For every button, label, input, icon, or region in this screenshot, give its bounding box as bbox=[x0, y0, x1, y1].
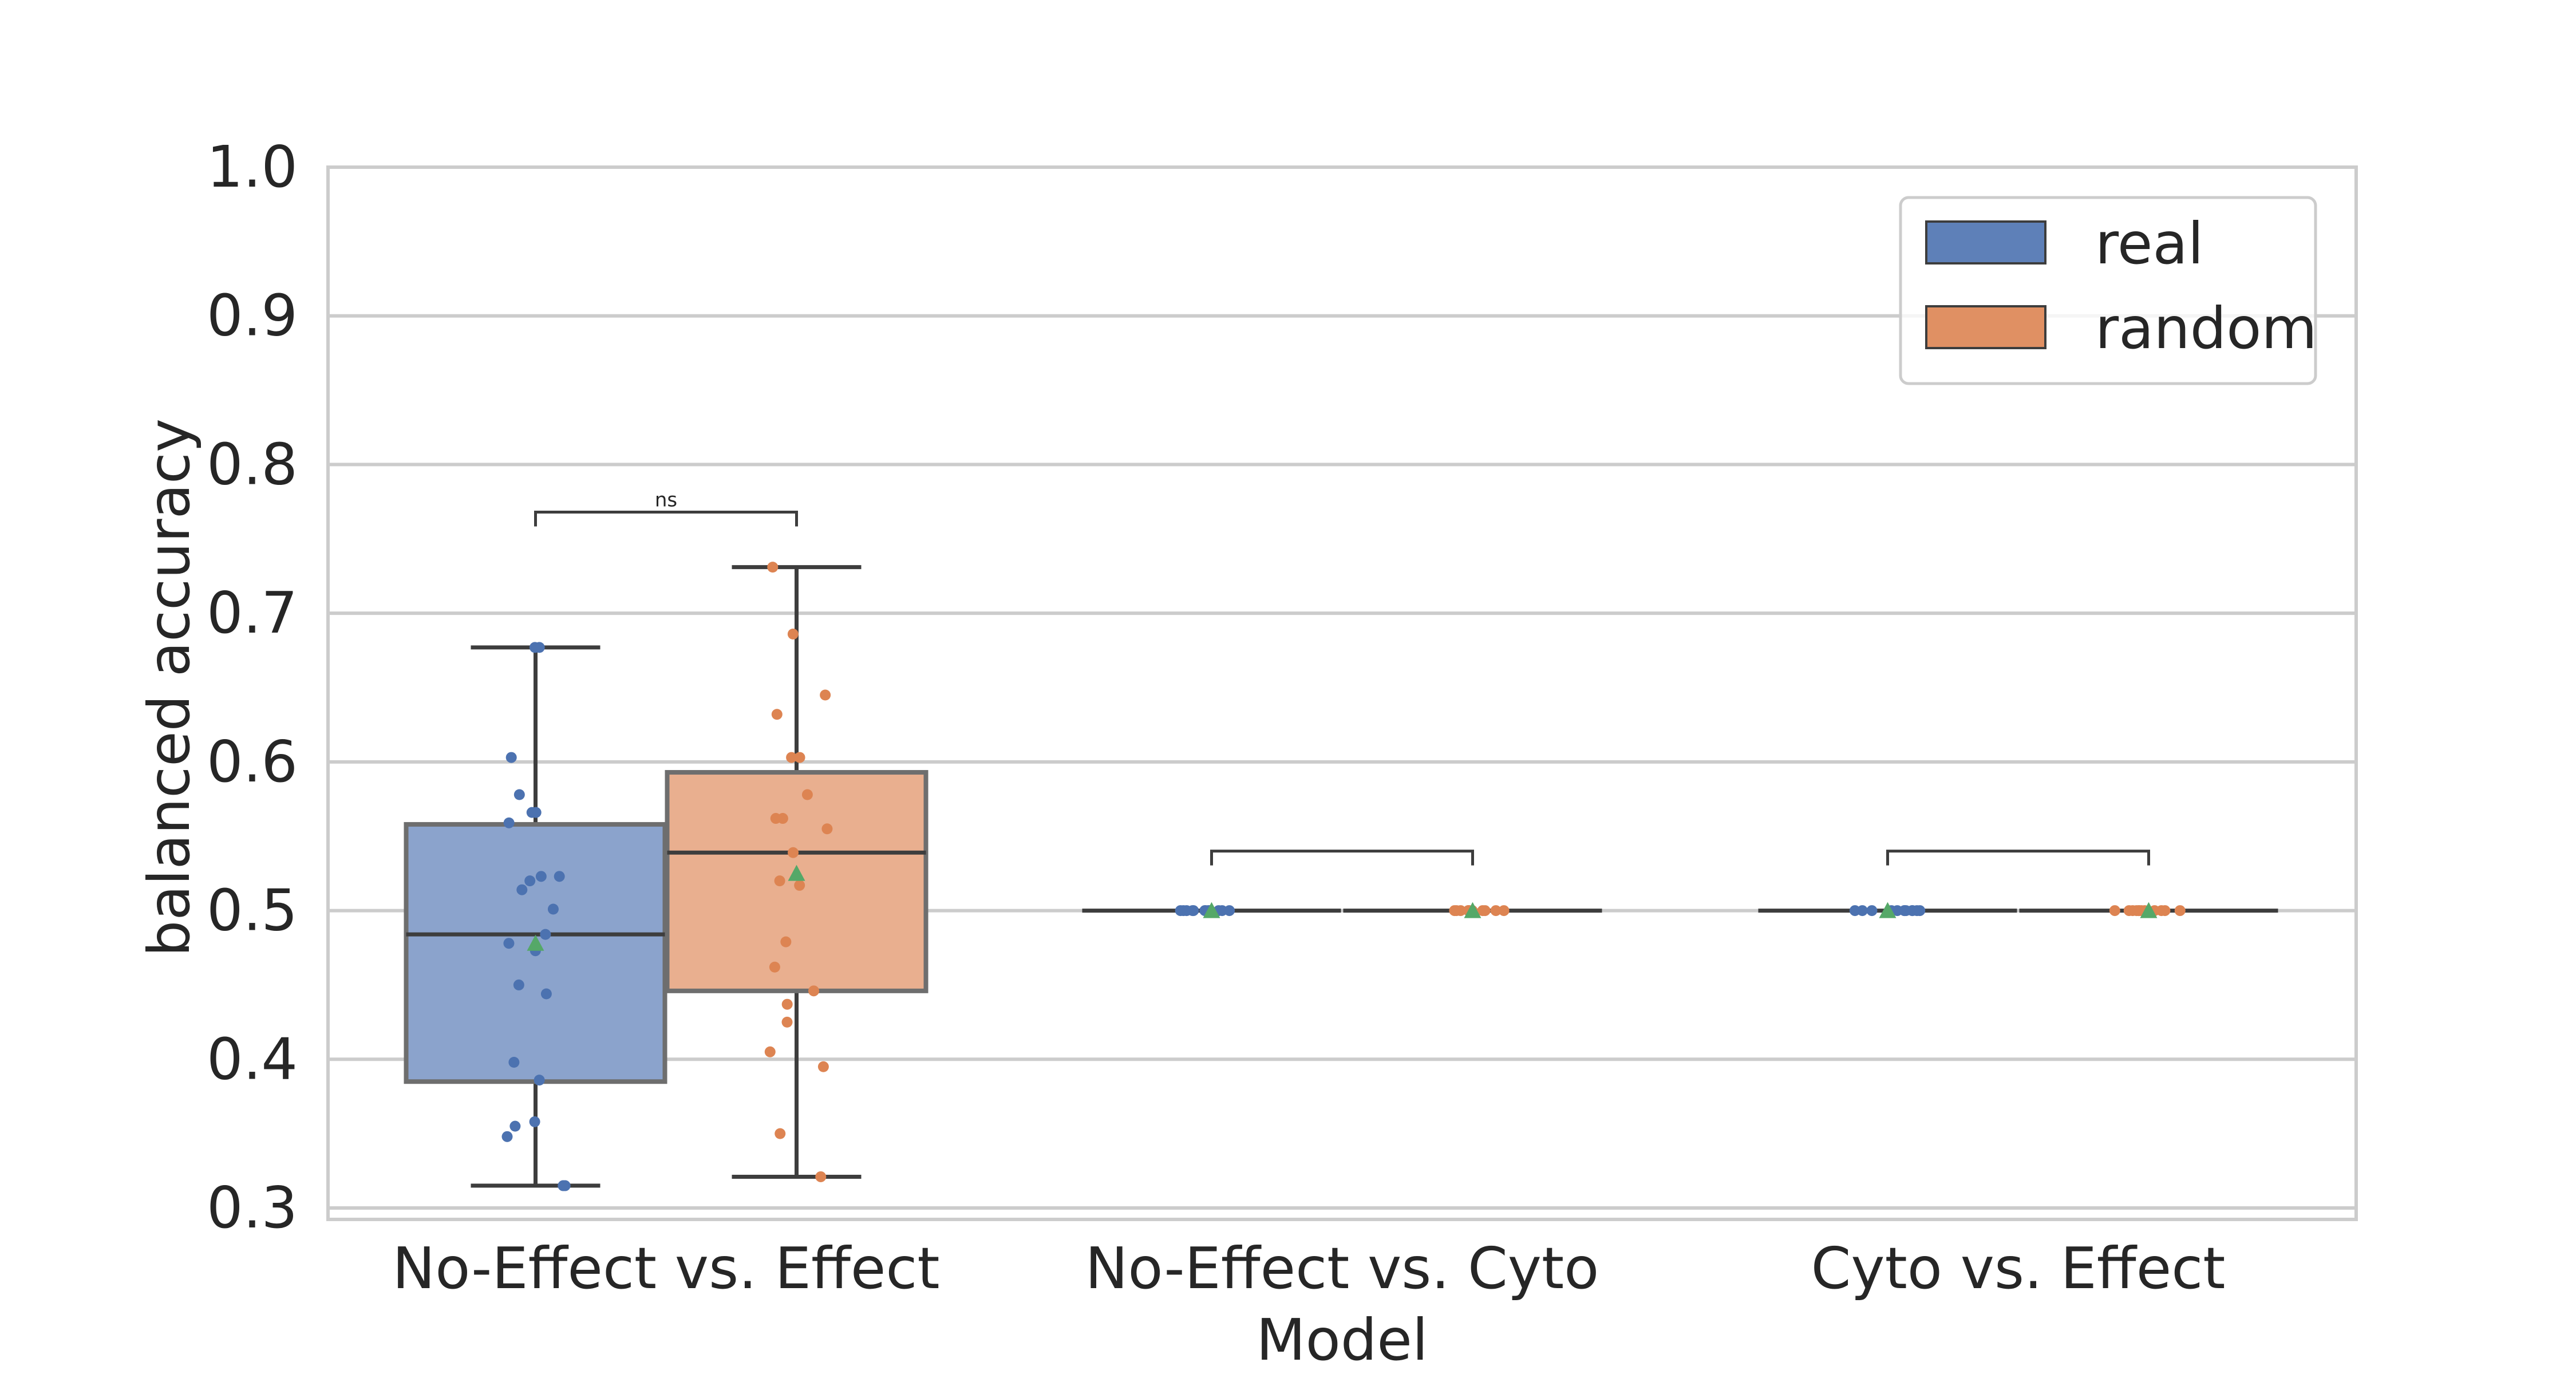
data-point bbox=[801, 789, 813, 800]
y-tick-label: 0.3 bbox=[207, 1174, 298, 1241]
significance-bracket bbox=[1210, 850, 1474, 866]
legend-swatch-random bbox=[1925, 305, 2046, 349]
data-point bbox=[1907, 905, 1918, 917]
significance-label: ns bbox=[655, 489, 677, 512]
data-point bbox=[1849, 905, 1860, 917]
x-tick-labels: No-Effect vs. Effect No-Effect vs. Cyto Cy… bbox=[392, 1235, 2225, 1302]
data-point bbox=[503, 817, 515, 828]
x-tick-label: Cyto vs. Effect bbox=[1811, 1235, 2226, 1302]
data-point bbox=[787, 629, 799, 640]
data-point bbox=[774, 875, 785, 887]
data-point bbox=[513, 789, 525, 800]
y-tick-label: 0.9 bbox=[207, 282, 298, 349]
y-tick-label: 0.7 bbox=[207, 579, 298, 646]
data-point bbox=[540, 929, 551, 940]
data-point bbox=[821, 823, 833, 835]
data-point bbox=[764, 1046, 776, 1057]
y-axis-label: balanced accuracy bbox=[136, 418, 203, 957]
significance-bracket bbox=[534, 511, 798, 527]
data-point bbox=[788, 847, 799, 858]
data-point bbox=[1498, 905, 1510, 917]
data-point bbox=[535, 871, 547, 882]
data-point bbox=[781, 998, 793, 1010]
data-points bbox=[501, 562, 2186, 1191]
y-tick-label: 0.4 bbox=[207, 1025, 298, 1092]
data-point bbox=[1449, 905, 1460, 917]
data-point bbox=[513, 979, 524, 990]
significance-annotations: ns bbox=[534, 489, 2150, 866]
data-point bbox=[508, 1056, 520, 1068]
data-point bbox=[2174, 905, 2186, 917]
y-tick-label: 0.8 bbox=[207, 431, 298, 498]
data-point bbox=[1866, 905, 1878, 917]
boxes bbox=[404, 565, 2278, 1188]
legend: real random bbox=[1899, 196, 2317, 385]
data-point bbox=[534, 642, 545, 653]
data-point bbox=[770, 813, 781, 824]
data-point bbox=[780, 936, 792, 947]
legend-swatch-real bbox=[1925, 220, 2046, 264]
data-point bbox=[509, 1120, 521, 1132]
x-tick-label: No-Effect vs. Effect bbox=[392, 1235, 939, 1302]
data-point bbox=[503, 938, 515, 949]
y-tick-label: 0.5 bbox=[207, 877, 298, 944]
data-point bbox=[2159, 905, 2171, 917]
data-point bbox=[501, 1131, 513, 1142]
data-point bbox=[817, 1061, 829, 1072]
data-point bbox=[524, 875, 536, 887]
data-point bbox=[794, 752, 805, 763]
data-point bbox=[530, 807, 542, 818]
data-point bbox=[767, 562, 779, 573]
mean-marker bbox=[2140, 902, 2158, 918]
x-axis-label: Model bbox=[1256, 1306, 1428, 1373]
data-point bbox=[2109, 905, 2120, 917]
mean-marker bbox=[1464, 902, 1481, 918]
data-point bbox=[820, 689, 831, 701]
data-point bbox=[771, 709, 783, 720]
significance-bracket bbox=[1886, 850, 2150, 866]
data-point bbox=[769, 961, 780, 973]
x-tick-label: No-Effect vs. Cyto bbox=[1085, 1235, 1599, 1302]
data-point bbox=[1187, 905, 1198, 917]
plot-frame bbox=[326, 165, 2358, 1221]
data-point bbox=[516, 884, 528, 895]
data-point bbox=[794, 879, 805, 891]
data-point bbox=[540, 988, 552, 1000]
data-point bbox=[534, 1075, 545, 1086]
data-point bbox=[529, 1116, 540, 1127]
legend-label-random: random bbox=[2095, 295, 2317, 362]
data-point bbox=[786, 752, 797, 763]
data-point bbox=[547, 903, 559, 915]
y-tick-label: 1.0 bbox=[207, 133, 298, 200]
y-tick-labels: 0.3 0.4 0.5 0.6 0.7 0.8 0.9 1.0 bbox=[207, 133, 298, 1241]
legend-label-real: real bbox=[2095, 210, 2204, 277]
mean-marker bbox=[1203, 902, 1220, 918]
data-point bbox=[1477, 905, 1488, 917]
data-point bbox=[775, 1128, 786, 1139]
data-point bbox=[815, 1171, 827, 1182]
mean-marker bbox=[1879, 902, 1897, 918]
data-point bbox=[781, 1016, 793, 1028]
data-point bbox=[1490, 905, 1502, 917]
mean-marker bbox=[527, 934, 544, 951]
y-tick-label: 0.6 bbox=[207, 728, 298, 795]
data-point bbox=[554, 871, 565, 882]
data-point bbox=[559, 1180, 571, 1191]
data-point bbox=[1175, 905, 1186, 917]
data-point bbox=[808, 985, 820, 997]
data-point bbox=[505, 752, 517, 763]
mean-marker bbox=[788, 864, 805, 881]
data-point bbox=[1216, 905, 1228, 917]
